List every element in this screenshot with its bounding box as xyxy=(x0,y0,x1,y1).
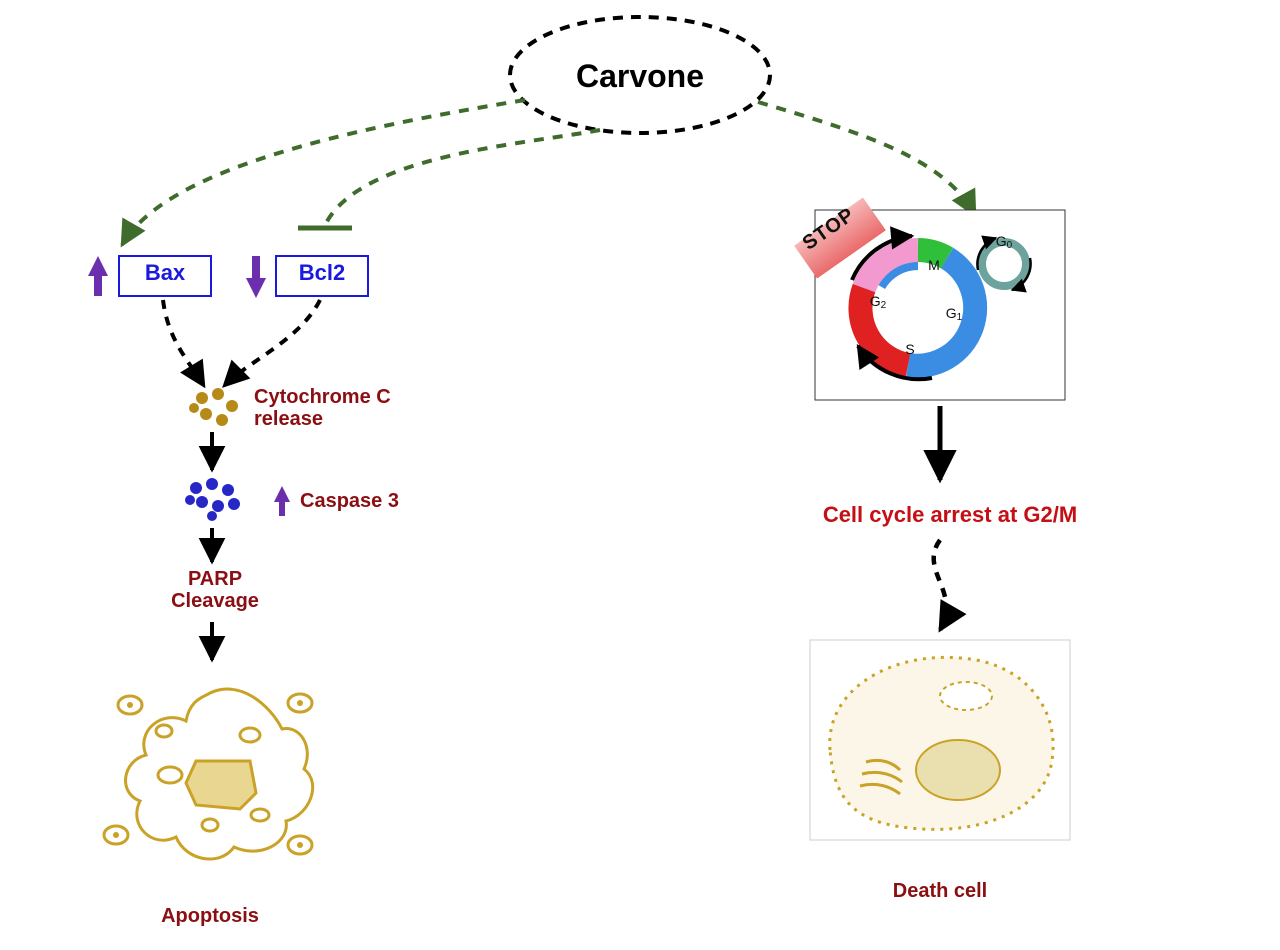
arrow-carvone-to-cellcycle xyxy=(758,102,975,215)
arrow-bax-to-cytc xyxy=(163,300,204,386)
diagram-svg: M G1 S G2 G0 xyxy=(0,0,1280,950)
arrow-carvone-to-bcl2 xyxy=(325,130,600,225)
parp-line2: Cleavage xyxy=(171,590,259,612)
death-cell-image xyxy=(830,657,1053,829)
arrow-arrest-to-death xyxy=(934,540,947,630)
apoptosis-label: Apoptosis xyxy=(110,905,310,928)
down-arrow-icon xyxy=(246,256,266,298)
caspase-up-arrow-icon xyxy=(274,486,290,516)
title-text: Carvone xyxy=(0,58,1280,95)
caspase-dots xyxy=(185,478,240,521)
bcl2-label: Bcl2 xyxy=(276,260,368,286)
cytc-dots xyxy=(189,388,238,426)
caspase-label: Caspase 3 xyxy=(300,490,399,513)
deathcell-label: Death cell xyxy=(840,880,1040,903)
parp-label: PARP Cleavage xyxy=(150,568,280,612)
bax-label: Bax xyxy=(119,260,211,286)
arrow-carvone-to-bax xyxy=(122,100,525,245)
arrow-bcl2-to-cytc xyxy=(224,300,320,386)
cytc-label: Cytochrome C release xyxy=(254,386,444,430)
parp-line1: PARP xyxy=(188,568,242,590)
diagram-canvas: M G1 S G2 G0 Carvone Bax Bcl2 Cytochrome… xyxy=(0,0,1280,950)
phase-M-label: M xyxy=(928,257,940,273)
phase-S-label: S xyxy=(905,341,914,357)
up-arrow-icon xyxy=(88,256,108,296)
arrest-label: Cell cycle arrest at G2/M xyxy=(790,502,1110,528)
apoptosis-cell-image xyxy=(104,689,313,859)
